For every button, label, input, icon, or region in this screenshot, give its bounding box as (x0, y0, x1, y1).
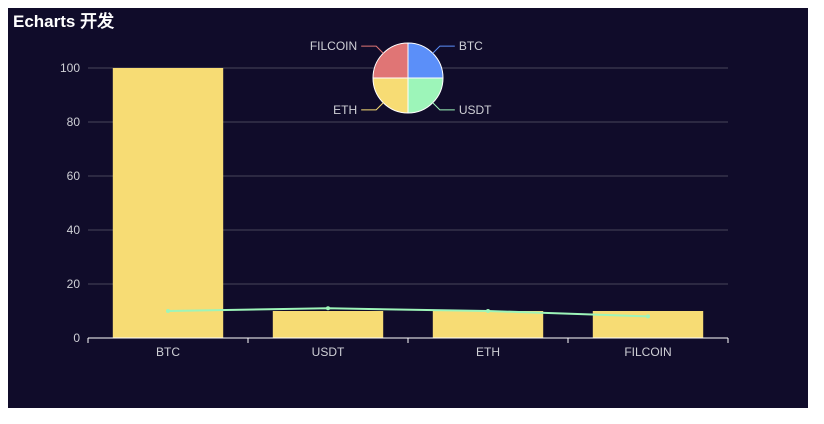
chart-panel: Echarts 开发 0 20 40 60 80 100 BTC USDT ETH FILCOIN… (8, 8, 808, 408)
line-point-usdt (326, 306, 330, 311)
line-point-eth (486, 309, 490, 313)
y-tick-label: 20 (67, 277, 81, 291)
line-point-btc (166, 309, 170, 313)
pie-label-line (432, 102, 455, 111)
y-tick-label: 80 (67, 115, 81, 129)
x-tick-label: FILCOIN (624, 345, 671, 359)
pie-label-line (432, 45, 455, 54)
line-point-filcoin (646, 314, 650, 319)
y-tick-label: 100 (60, 61, 80, 75)
bar-btc (112, 68, 224, 338)
bar-usdt (272, 311, 384, 338)
x-tick-label: ETH (476, 345, 500, 359)
y-tick-label: 0 (73, 331, 80, 345)
line-series (167, 307, 649, 318)
pie-label-line (361, 102, 384, 111)
pie-label: BTC (459, 39, 483, 53)
pie-label-line (361, 45, 384, 54)
bar-eth (432, 311, 544, 338)
chart-title: Echarts 开发 (13, 12, 115, 31)
x-tick-label: USDT (312, 345, 345, 359)
y-tick-label: 40 (67, 223, 81, 237)
pie-label: FILCOIN (310, 39, 357, 53)
y-tick-label: 60 (67, 169, 81, 183)
pie-label: USDT (459, 103, 492, 117)
chart-canvas: 0 20 40 60 80 100 BTC USDT ETH FILCOIN BTC USDT ETH F… (60, 39, 729, 359)
x-tick-label: BTC (156, 345, 180, 359)
pie-label: ETH (333, 103, 357, 117)
